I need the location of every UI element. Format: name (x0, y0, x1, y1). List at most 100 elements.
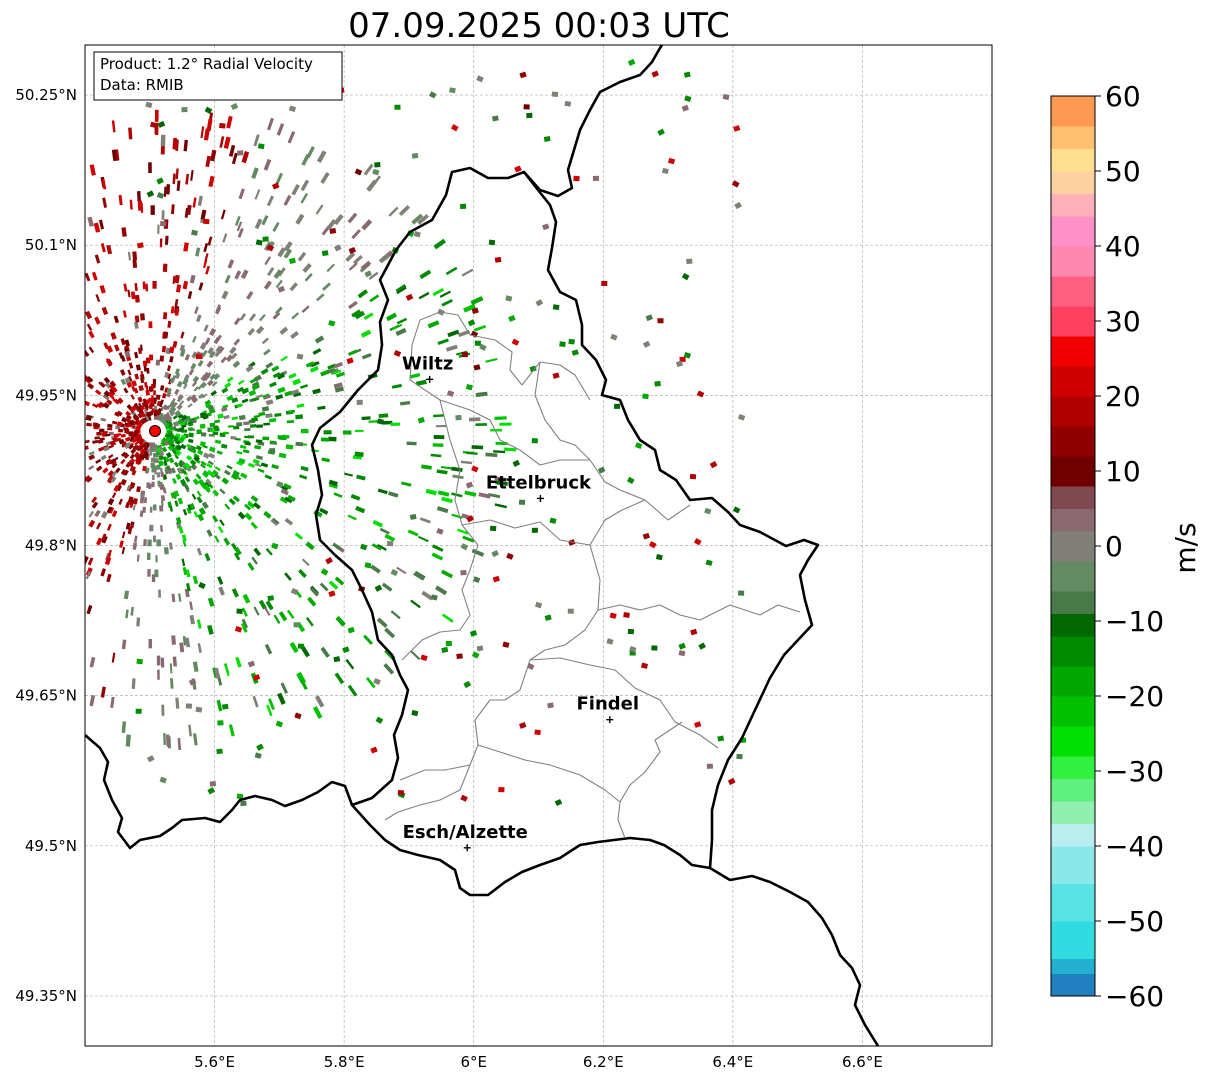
echo-bin (727, 777, 736, 786)
echo-bin (85, 349, 90, 358)
echo-bin (475, 391, 488, 398)
echo-bin (251, 417, 259, 422)
echo-bin (199, 342, 207, 350)
echo-bin (184, 418, 190, 422)
echo-bin (174, 428, 180, 431)
colorbar-tick-label: 60 (1105, 80, 1141, 113)
echo-bin (301, 428, 309, 434)
colorbar-band (1051, 613, 1095, 637)
echo-bin (94, 316, 101, 325)
lat-tick-label: 49.35°N (15, 987, 77, 1005)
echo-bin (140, 344, 143, 351)
echo-bin (99, 428, 105, 433)
echo-bin (221, 404, 229, 409)
echo-bin (332, 542, 342, 551)
echo-bin (174, 388, 180, 395)
echo-bin (505, 295, 513, 302)
echo-bin (252, 695, 259, 708)
echo-bin (172, 275, 176, 284)
echo-bin (328, 436, 337, 442)
echo-bin (95, 439, 102, 443)
echo-bin (252, 674, 261, 681)
echo-bin (139, 448, 146, 454)
echo-bin (228, 724, 235, 737)
echo-bin (138, 445, 144, 452)
echo-bin (149, 506, 153, 513)
echo-bin (190, 394, 196, 400)
colorbar-bands (1051, 96, 1095, 997)
echo-bin (277, 692, 286, 705)
echo-bin (202, 374, 209, 382)
echo-bin (224, 665, 230, 677)
echo-bin (420, 654, 428, 661)
echo-bin (185, 569, 191, 578)
echo-bin (409, 372, 421, 379)
echo-bin (85, 310, 93, 320)
echo-bin (103, 445, 110, 452)
echo-bin (231, 588, 239, 598)
echo-bin (163, 733, 166, 745)
echo-bin (204, 337, 211, 345)
echo-bin (186, 204, 192, 216)
echo-bin (273, 614, 281, 625)
echo-bin (295, 441, 304, 447)
echo-bin (171, 635, 177, 645)
echo-bin (203, 470, 210, 476)
echo-bin (117, 485, 122, 492)
echo-bin (601, 280, 608, 286)
echo-bin (432, 288, 445, 297)
echo-bin (156, 655, 161, 666)
echo-bin (214, 473, 221, 480)
echo-bin (226, 376, 234, 383)
echo-bin (207, 236, 213, 246)
echo-bin (172, 340, 178, 348)
echo-bin (333, 656, 341, 663)
echo-bin (156, 472, 161, 478)
echo-bin (374, 584, 383, 592)
echo-bin (312, 348, 322, 355)
echo-bin (182, 567, 188, 576)
echo-bin (107, 549, 112, 558)
echo-bin (354, 168, 363, 176)
echo-bin (125, 522, 131, 530)
echo-bin (320, 369, 330, 377)
echo-bin (118, 352, 124, 359)
echo-bin (393, 350, 402, 357)
echo-bin (150, 121, 158, 129)
echo-bin (232, 495, 241, 503)
echo-bin (148, 404, 153, 410)
echo-bin (300, 646, 310, 658)
echo-bin (531, 527, 538, 533)
echo-bin (101, 533, 107, 541)
colorbar-band (1051, 396, 1095, 427)
colorbar-band (1051, 276, 1095, 307)
echo-bin (171, 204, 175, 215)
echo-bin (623, 612, 630, 618)
echo-bin (445, 344, 458, 352)
echo-bin (167, 320, 172, 328)
echo-bin (284, 517, 294, 526)
echo-bin (145, 390, 150, 396)
echo-bin (220, 209, 226, 220)
echo-bin (283, 241, 293, 252)
echo-bin (132, 444, 139, 451)
echo-bin (224, 382, 232, 389)
echo-bin (174, 298, 179, 307)
echo-bin (267, 117, 274, 131)
echo-bin (247, 327, 256, 336)
echo-bin (95, 458, 102, 464)
echo-bin (85, 272, 91, 282)
echo-bin (236, 386, 245, 393)
echo-bin (137, 396, 143, 403)
lon-tick-label: 6.6°E (842, 1053, 883, 1071)
echo-bin (235, 422, 243, 427)
echo-bin (554, 798, 563, 807)
echo-bin (288, 105, 297, 113)
echo-bin (223, 414, 230, 420)
echo-bin (101, 178, 107, 190)
echo-bin (467, 319, 476, 327)
echo-bin (202, 371, 209, 378)
echo-bin (236, 608, 243, 614)
echo-bin (352, 254, 363, 265)
echo-bin (134, 283, 138, 291)
